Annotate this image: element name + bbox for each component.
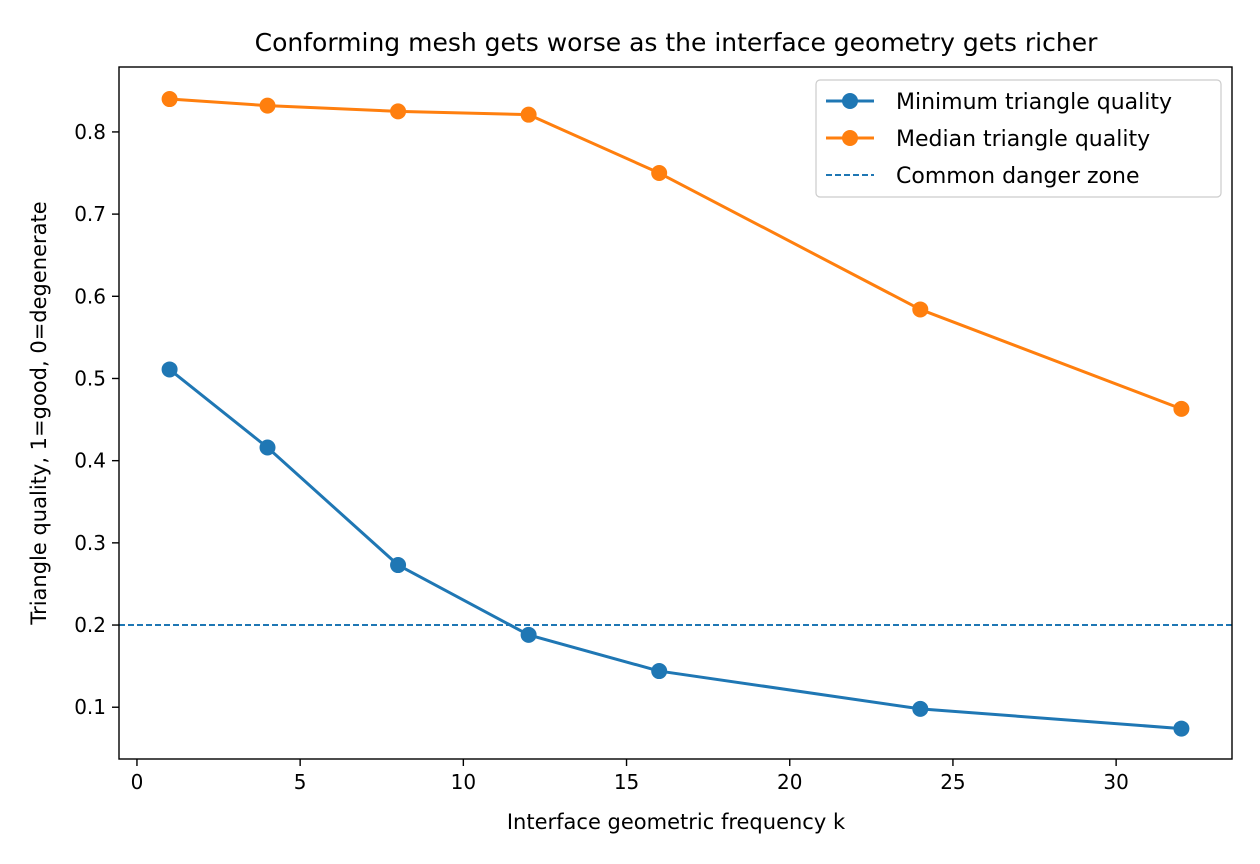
x-tick-label: 0 bbox=[131, 770, 144, 794]
series-0-line bbox=[168, 367, 1183, 731]
x-axis-title: Interface geometric frequency k bbox=[507, 810, 846, 834]
axes-frame bbox=[118, 66, 1233, 760]
series-0-point bbox=[390, 557, 407, 574]
y-tick-label: 0.8 bbox=[74, 120, 106, 144]
legend-label-0: Minimum triangle quality bbox=[896, 90, 1172, 115]
x-tick-label: 20 bbox=[777, 770, 802, 794]
y-tick-label: 0.4 bbox=[74, 449, 106, 473]
legend-entries: Minimum triangle quality Median triangle … bbox=[826, 90, 1172, 189]
series-0-point bbox=[912, 700, 929, 717]
x-tick-label: 15 bbox=[614, 770, 639, 794]
legend-label-1: Median triangle quality bbox=[896, 127, 1150, 152]
series-1-point bbox=[161, 91, 178, 108]
x-axis: 0 5 10 15 20 25 30 bbox=[131, 759, 1129, 794]
series-0-point bbox=[1173, 720, 1190, 737]
y-tick-label: 0.5 bbox=[74, 366, 106, 390]
y-tick-label: 0.7 bbox=[74, 202, 106, 226]
x-tick-label: 10 bbox=[451, 770, 476, 794]
x-tick-label: 25 bbox=[940, 770, 965, 794]
y-tick-label: 0.3 bbox=[74, 531, 106, 555]
series-1-point bbox=[1173, 400, 1190, 417]
series-1-point bbox=[259, 97, 276, 114]
legend-label-2: Common danger zone bbox=[896, 164, 1140, 189]
series-0-point bbox=[651, 663, 668, 680]
series-1-point bbox=[912, 301, 929, 318]
series-0-point bbox=[259, 439, 276, 456]
y-tick-label: 0.6 bbox=[74, 284, 106, 308]
series-0-point bbox=[161, 361, 178, 378]
y-tick-label: 0.1 bbox=[74, 695, 106, 719]
x-tick-label: 5 bbox=[294, 770, 307, 794]
legend: Minimum triangle quality Median triangle … bbox=[815, 79, 1222, 198]
x-tick-label: 30 bbox=[1103, 770, 1128, 794]
legend-box bbox=[815, 79, 1222, 198]
chart-title: Conforming mesh gets worse as the interf… bbox=[255, 28, 1098, 57]
y-axis-title: Triangle quality, 1=good, 0=degenerate bbox=[27, 201, 51, 625]
plot-area bbox=[119, 91, 1232, 737]
series-1-point bbox=[390, 103, 407, 120]
y-axis: 0.1 0.2 0.3 0.4 0.5 0.6 0.7 0.8 bbox=[74, 120, 119, 719]
series-1-point bbox=[651, 165, 668, 182]
series-0-point bbox=[520, 626, 537, 643]
legend-marker-1 bbox=[842, 130, 858, 146]
series-1-point bbox=[520, 106, 537, 123]
legend-marker-0 bbox=[842, 93, 858, 109]
y-tick-label: 0.2 bbox=[74, 613, 106, 637]
